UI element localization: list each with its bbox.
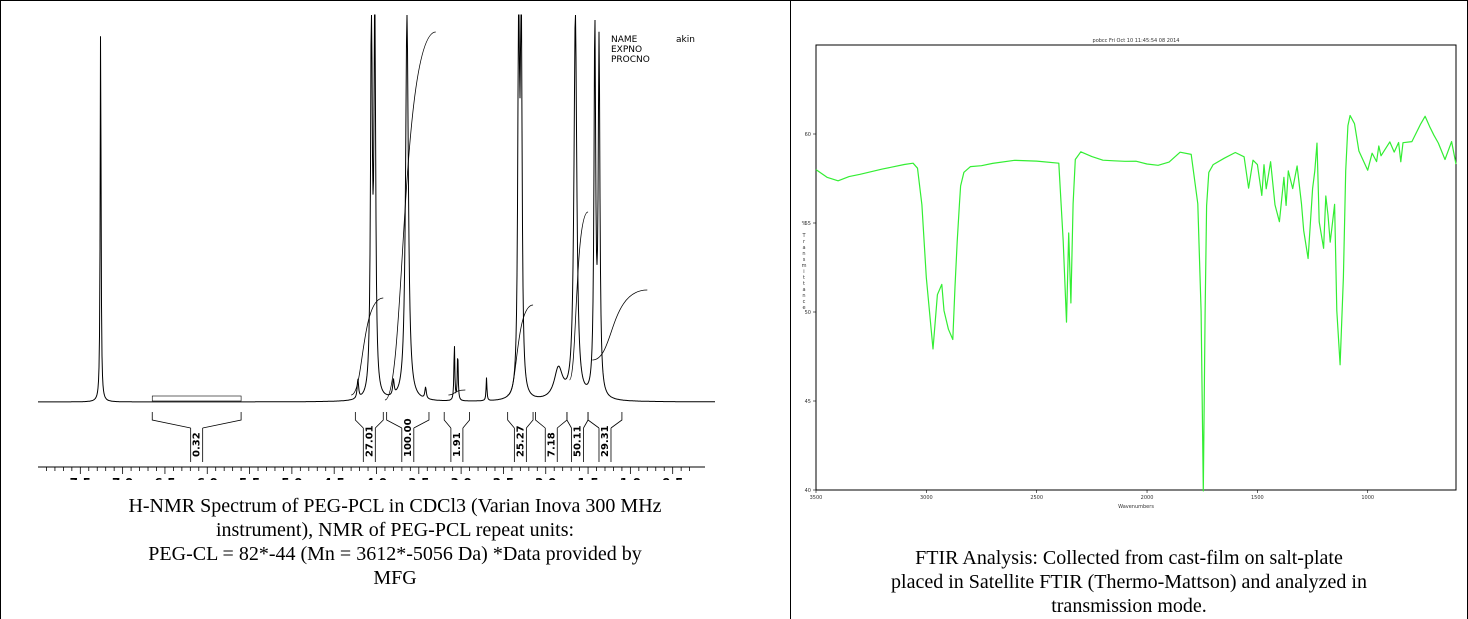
nmr-spectrum-line <box>38 14 715 403</box>
ftir-ylabel-char: a <box>802 245 805 251</box>
ftir-caption-line: placed in Satellite FTIR (Thermo-Mattson… <box>891 571 1367 593</box>
nmr-integral-bracket <box>587 412 623 462</box>
ftir-spectrum-chart: pobcc Fri Oct 10 11:45:54 08 2014 Wavenu… <box>801 38 1457 510</box>
ftir-ylabel-char: a <box>802 287 805 293</box>
nmr-integral-curve <box>384 31 436 401</box>
ftir-ylabel-char: t <box>803 275 805 281</box>
nmr-integral-bracket <box>151 412 242 462</box>
ftir-ylabel-char: n <box>802 251 805 257</box>
nmr-caption-line: H-NMR Spectrum of PEG-PCL in CDCl3 (Vari… <box>128 495 662 517</box>
ftir-xlabel: Wavenumbers <box>1118 504 1154 510</box>
nmr-caption: H-NMR Spectrum of PEG-PCL in CDCl3 (Vari… <box>10 494 780 590</box>
nmr-integral-label: 0.32 <box>192 432 203 457</box>
nmr-x-tick-label: 5.5 <box>239 476 260 480</box>
ftir-ylabel-char: i <box>803 269 804 275</box>
nmr-x-tick-label: 7.5 <box>70 476 91 480</box>
nmr-integral-curve <box>448 389 466 396</box>
ftir-x-tick-label: 2500 <box>1030 495 1043 501</box>
nmr-integral-curve <box>592 289 648 361</box>
table-divider <box>790 0 791 619</box>
nmr-integral-label: 29.31 <box>600 425 611 457</box>
nmr-integral-label: 27.01 <box>364 425 375 457</box>
nmr-caption-line: instrument), NMR of PEG-PCL repeat units… <box>215 519 575 541</box>
nmr-integral-bracket <box>386 412 430 462</box>
ftir-caption: FTIR Analysis: Collected from cast-film … <box>801 546 1457 618</box>
nmr-x-tick-label: 4.5 <box>324 476 345 480</box>
ftir-ylabel-char: n <box>802 293 805 299</box>
nmr-integral-label: 25.27 <box>515 425 526 457</box>
ftir-ylabel-char: r <box>803 239 806 245</box>
ftir-ylabel-char: t <box>803 281 805 287</box>
ftir-plot-frame <box>815 44 1457 491</box>
nmr-integral-curve <box>569 211 589 381</box>
nmr-x-tick-label: 1.5 <box>577 476 598 480</box>
nmr-caption-line: MFG <box>373 567 417 589</box>
nmr-header-label: PROCNO <box>611 55 650 65</box>
ftir-y-tick-label: 55 <box>805 221 811 227</box>
ftir-spectrum-line <box>815 114 1457 492</box>
nmr-x-tick-label: 7.0 <box>112 476 133 480</box>
nmr-header-label: EXPNO <box>611 45 642 55</box>
ftir-x-tick-label: 3500 <box>810 495 823 501</box>
nmr-x-tick-label: 2.0 <box>535 476 556 480</box>
nmr-x-tick-label: 0.5 <box>662 476 683 480</box>
nmr-integral-label: 100.00 <box>403 418 414 457</box>
nmr-integral-curve <box>507 304 534 396</box>
ftir-x-tick-label: 3000 <box>920 495 933 501</box>
nmr-x-tick-label: 3.5 <box>408 476 429 480</box>
nmr-x-tick-label: 3.0 <box>450 476 471 480</box>
ftir-title: pobcc Fri Oct 10 11:45:54 08 2014 <box>1093 38 1180 44</box>
nmr-integral-curve <box>350 297 384 396</box>
ftir-caption-line: FTIR Analysis: Collected from cast-film … <box>915 547 1343 569</box>
ftir-panel: pobcc Fri Oct 10 11:45:54 08 2014 Wavenu… <box>791 0 1467 619</box>
nmr-integral-label: 7.18 <box>546 432 557 457</box>
ftir-y-tick-label: 40 <box>805 488 811 494</box>
nmr-x-tick-label: 6.5 <box>154 476 175 480</box>
nmr-header-label: NAME <box>611 35 638 45</box>
nmr-x-tick-label: 6.0 <box>197 476 218 480</box>
nmr-caption-line: PEG-CL = 82*-44 (Mn = 3612*-5056 Da) *Da… <box>148 543 642 565</box>
table-border-top <box>0 0 1468 1</box>
ftir-ylabel-char: m <box>802 263 807 269</box>
ftir-x-tick-label: 1500 <box>1251 495 1264 501</box>
ftir-caption-line: transmission mode. <box>1051 595 1207 617</box>
nmr-integral-label: 1.91 <box>452 432 463 457</box>
ftir-ylabel-char: s <box>803 257 806 263</box>
table-border-left <box>0 0 1 619</box>
nmr-panel: NAME EXPNO PROCNO akin 0.32 27.01 100.00 1.91 2… <box>10 14 780 590</box>
nmr-integral-bracket <box>507 412 534 462</box>
nmr-integral-bracket <box>443 412 470 462</box>
nmr-x-tick-label: 2.5 <box>493 476 514 480</box>
ftir-ylabel-char: e <box>802 305 805 311</box>
ftir-y-tick-label: 45 <box>805 399 811 405</box>
nmr-x-axis-label: ppm <box>692 476 722 480</box>
ftir-ylabel-char: T <box>801 233 806 239</box>
nmr-x-tick-label: 4.0 <box>366 476 387 480</box>
ftir-x-tick-label: 1000 <box>1361 495 1374 501</box>
nmr-header-value: akin <box>676 35 695 45</box>
ftir-y-tick-label: 50 <box>805 310 811 316</box>
nmr-x-tick-label: 5.0 <box>281 476 302 480</box>
nmr-integral-label: 50.11 <box>572 425 583 457</box>
nmr-integral-bracket <box>354 412 384 462</box>
ftir-y-tick-label: 60 <box>805 132 811 138</box>
nmr-x-tick-label: 1.0 <box>620 476 641 480</box>
nmr-integral-box <box>151 395 242 402</box>
ftir-x-tick-label: 2000 <box>1141 495 1154 501</box>
ftir-ylabel-char: c <box>803 299 806 305</box>
ftir-ylabel-char: % <box>802 221 807 227</box>
